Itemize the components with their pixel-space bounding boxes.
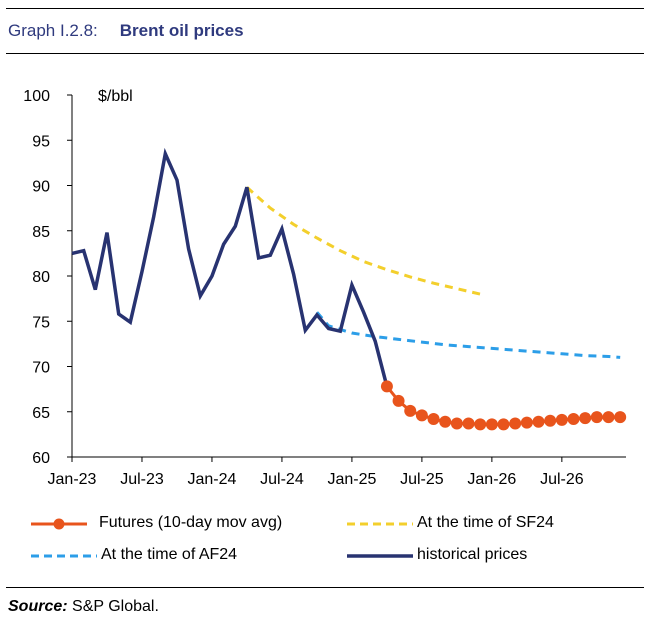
- futures-point: [404, 404, 417, 417]
- futures-point: [380, 380, 393, 393]
- source-label: Source:: [8, 598, 68, 615]
- futures-point: [497, 418, 510, 431]
- futures-point: [532, 415, 545, 428]
- legend-af24-swatch: [31, 554, 97, 558]
- oil-price-chart: 60 65 70 75 80 85 90 95 100 Jan-23 Jul-23 Jan-24 Ju…: [23, 88, 627, 488]
- series-line-sf24: [245, 186, 481, 296]
- source-text: S&P Global.: [72, 598, 159, 615]
- x-tick-label: Jan-25: [327, 471, 376, 488]
- futures-point: [555, 413, 568, 426]
- x-axis-ticks: Jan-23 Jul-23 Jan-24 Jul-24 Jan-25 Jul-25 Jan-…: [48, 457, 584, 488]
- y-tick-label: 65: [32, 405, 50, 422]
- futures-point: [415, 409, 428, 422]
- y-axis-ticks: 60 65 70 75 80 85 90 95 100: [23, 88, 72, 467]
- futures-point: [590, 411, 603, 424]
- graph-number: Graph I.2.8:: [8, 21, 98, 40]
- x-tick-label: Jul-23: [120, 471, 164, 488]
- futures-point: [602, 411, 615, 424]
- top-rule: [6, 8, 644, 9]
- legend-af24: At the time of AF24: [29, 546, 279, 568]
- y-tick-label: 70: [32, 360, 50, 377]
- y-tick-label: 85: [32, 224, 50, 241]
- legend-af24-label: At the time of AF24: [101, 546, 238, 563]
- legend-futures-label: Futures (10-day mov avg): [99, 514, 283, 531]
- futures-point: [392, 394, 405, 407]
- series-layer: [71, 147, 627, 431]
- x-tick-label: Jan-23: [48, 471, 97, 488]
- legend-sf24-label: At the time of SF24: [417, 514, 554, 531]
- futures-point: [579, 412, 592, 425]
- x-tick-label: Jan-26: [467, 471, 516, 488]
- futures-point: [509, 417, 522, 430]
- y-tick-label: 80: [32, 269, 50, 286]
- legend-historical-label: historical prices: [417, 546, 528, 563]
- legend-sf24-swatch: [347, 522, 413, 526]
- x-tick-label: Jul-25: [400, 471, 444, 488]
- futures-point: [485, 418, 498, 431]
- title-rule: [6, 53, 644, 54]
- legend-futures-swatch: [31, 518, 87, 530]
- legend-historical-swatch: [347, 554, 413, 558]
- series-line-historical: [71, 147, 389, 387]
- futures-point: [614, 411, 627, 424]
- axes: [71, 95, 626, 458]
- x-tick-label: Jan-24: [187, 471, 236, 488]
- legend-sf24: At the time of SF24: [345, 514, 595, 536]
- futures-point: [567, 412, 580, 425]
- futures-point: [544, 414, 557, 427]
- y-axis-unit-label: $/bbl: [98, 88, 133, 105]
- x-tick-label: Jul-26: [540, 471, 584, 488]
- y-tick-label: 100: [23, 88, 50, 105]
- futures-point: [427, 412, 440, 425]
- futures-point: [474, 418, 487, 431]
- source-note: Source: S&P Global.: [8, 598, 159, 616]
- x-tick-label: Jul-24: [260, 471, 304, 488]
- y-tick-label: 75: [32, 314, 50, 331]
- y-tick-label: 60: [32, 450, 50, 467]
- y-tick-label: 90: [32, 179, 50, 196]
- chart-title: Brent oil prices: [119, 21, 244, 40]
- legend-historical: historical prices: [345, 546, 595, 568]
- futures-point: [520, 416, 533, 429]
- source-rule: [6, 587, 644, 588]
- futures-point: [439, 415, 452, 428]
- futures-point: [462, 417, 475, 430]
- chart-heading: Graph I.2.8: Brent oil prices: [8, 21, 244, 41]
- series-line-af24: [315, 311, 621, 359]
- futures-point: [450, 417, 463, 430]
- legend-futures: Futures (10-day mov avg): [29, 514, 309, 536]
- y-tick-label: 95: [32, 133, 50, 150]
